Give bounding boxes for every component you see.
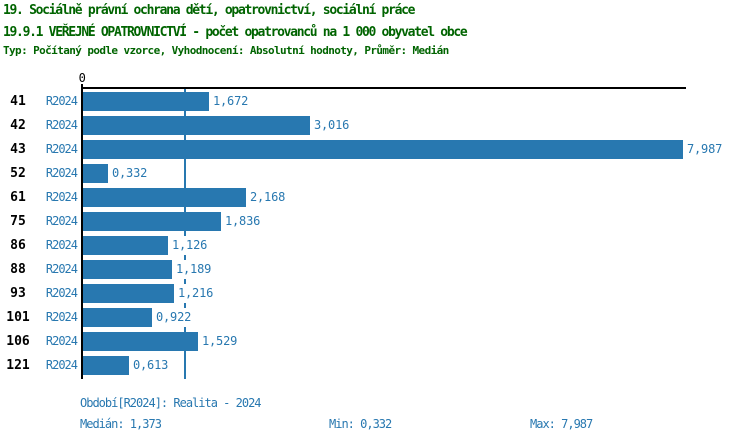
row-category-label: 106 xyxy=(6,334,30,349)
chart-row: 121 R2024 0,613 xyxy=(0,356,750,375)
chart-title-line-1: 19. Sociálně právní ochrana dětí, opatro… xyxy=(3,3,415,18)
row-category-label: 121 xyxy=(6,358,30,373)
row-series-label: R2024 xyxy=(45,334,78,348)
bar-value-label: 0,613 xyxy=(130,356,172,375)
row-series-label: R2024 xyxy=(45,94,78,108)
chart-row: 88 R2024 1,189 xyxy=(0,260,750,279)
row-category-label: 42 xyxy=(10,118,26,133)
footer-median-value: Medián: 1,373 xyxy=(80,417,162,431)
row-category-label: 52 xyxy=(10,166,26,181)
bar-value-label: 1,672 xyxy=(210,92,252,111)
chart-subtitle: Typ: Počítaný podle vzorce, Vyhodnocení:… xyxy=(3,44,449,57)
bar xyxy=(83,236,168,255)
chart-row: 86 R2024 1,126 xyxy=(0,236,750,255)
footer-max-value: Max: 7,987 xyxy=(530,417,593,431)
bar xyxy=(83,356,129,375)
row-series-label: R2024 xyxy=(45,190,78,204)
bar xyxy=(83,212,221,231)
bar xyxy=(83,164,108,183)
row-category-label: 101 xyxy=(6,310,30,325)
row-category-label: 75 xyxy=(10,214,26,229)
bar-value-label: 1,216 xyxy=(175,284,217,303)
bar xyxy=(83,332,198,351)
row-series-label: R2024 xyxy=(45,214,78,228)
chart-row: 52 R2024 0,332 xyxy=(0,164,750,183)
row-category-label: 86 xyxy=(10,238,26,253)
bar xyxy=(83,140,683,159)
row-category-label: 93 xyxy=(10,286,26,301)
row-category-label: 41 xyxy=(10,94,26,109)
row-series-label: R2024 xyxy=(45,286,78,300)
chart-row: 42 R2024 3,016 xyxy=(0,116,750,135)
bar-value-label: 2,168 xyxy=(247,188,289,207)
bar xyxy=(83,188,246,207)
x-axis-line xyxy=(81,87,686,89)
row-series-label: R2024 xyxy=(45,358,78,372)
chart-row: 106 R2024 1,529 xyxy=(0,332,750,351)
bar-value-label: 7,987 xyxy=(684,140,726,159)
bar xyxy=(83,260,172,279)
row-series-label: R2024 xyxy=(45,262,78,276)
bar xyxy=(83,284,174,303)
chart-row: 93 R2024 1,216 xyxy=(0,284,750,303)
chart-row: 101 R2024 0,922 xyxy=(0,308,750,327)
row-category-label: 43 xyxy=(10,142,26,157)
chart-row: 75 R2024 1,836 xyxy=(0,212,750,231)
footer-min-value: Min: 0,332 xyxy=(329,417,392,431)
chart-row: 61 R2024 2,168 xyxy=(0,188,750,207)
bar-value-label: 1,126 xyxy=(169,236,211,255)
chart-row: 41 R2024 1,672 xyxy=(0,92,750,111)
bar-value-label: 0,332 xyxy=(109,164,151,183)
row-series-label: R2024 xyxy=(45,142,78,156)
bar-value-label: 1,529 xyxy=(199,332,241,351)
median-reference-line xyxy=(184,89,186,379)
bar-value-label: 0,922 xyxy=(153,308,195,327)
bar-value-label: 1,836 xyxy=(222,212,264,231)
y-axis-line xyxy=(81,84,83,379)
bar xyxy=(83,116,310,135)
row-series-label: R2024 xyxy=(45,238,78,252)
footer-period-label: Období[R2024]: Realita - 2024 xyxy=(80,396,262,410)
row-series-label: R2024 xyxy=(45,166,78,180)
x-axis-zero-tick-label: 0 xyxy=(78,71,86,85)
chart-row: 43 R2024 7,987 xyxy=(0,140,750,159)
row-series-label: R2024 xyxy=(45,310,78,324)
chart-title-line-2: 19.9.1 VEŘEJNÉ OPATROVNICTVÍ - počet opa… xyxy=(3,25,468,40)
bar xyxy=(83,308,152,327)
row-category-label: 61 xyxy=(10,190,26,205)
bar-value-label: 3,016 xyxy=(311,116,353,135)
bar-value-label: 1,189 xyxy=(173,260,215,279)
row-series-label: R2024 xyxy=(45,118,78,132)
bar xyxy=(83,92,209,111)
row-category-label: 88 xyxy=(10,262,26,277)
